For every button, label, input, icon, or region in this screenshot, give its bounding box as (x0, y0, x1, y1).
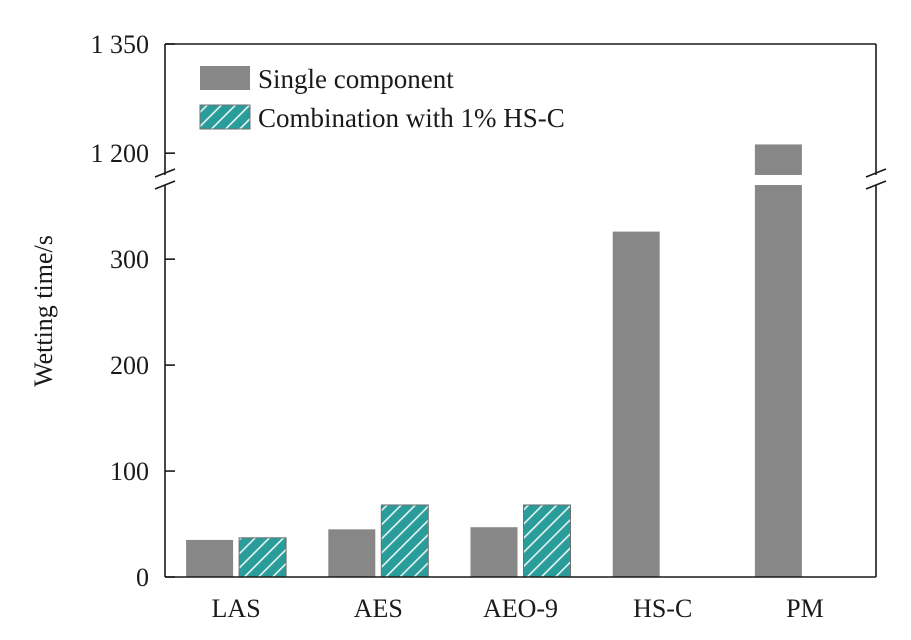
x-tick-label-las: LAS (212, 594, 261, 623)
axis-break-mark-left-1 (154, 168, 176, 178)
y-tick-100-label: 100 (110, 457, 149, 486)
y-tick-300-label: 300 (110, 245, 149, 274)
legend-swatch-combination (199, 104, 251, 130)
bar-aeo-9-series-2 (523, 504, 571, 578)
legend-label-single-component: Single component (258, 64, 454, 94)
bar-aeo-9-series-1 (470, 527, 518, 577)
y-tick-0-label: 0 (136, 563, 149, 592)
axes (154, 43, 887, 578)
legend-swatch-single-component (200, 66, 250, 90)
y-tick-1200-label: 1 200 (91, 139, 150, 168)
x-tick-label-pm: PM (786, 594, 824, 623)
bars (186, 144, 802, 578)
x-tick-label-aeo-9: AEO-9 (483, 594, 558, 623)
bar-hs-c-series-1 (612, 231, 660, 577)
bar-aes-series-2 (380, 504, 429, 578)
legend-label-combination: Combination with 1% HS-C (258, 103, 565, 133)
bar-pm-series-1-lower (754, 185, 802, 577)
bar-aes-series-1 (328, 529, 376, 577)
axis-break-mark-left-2 (154, 180, 176, 190)
axis-break-mark-right-1 (865, 168, 887, 178)
y-axis-title: Wetting time/s (29, 235, 58, 387)
axis-break-mark-right-2 (865, 180, 887, 190)
bar-las-series-2 (238, 537, 287, 578)
legend: Single component Combination with 1% HS-… (199, 64, 565, 133)
y-tick-1350-label: 1 350 (91, 30, 150, 59)
y-axis-ticks: 0 100 200 300 1 200 1 350 (91, 30, 175, 592)
x-tick-label-aes: AES (354, 594, 403, 623)
x-tick-label-hs-c: HS-C (633, 594, 692, 623)
y-tick-200-label: 200 (110, 351, 149, 380)
bar-pm-series-1-upper (754, 144, 802, 175)
bar-las-series-1 (186, 539, 234, 577)
x-axis-tick-labels: LAS AES AEO-9 HS-C PM (212, 594, 824, 623)
